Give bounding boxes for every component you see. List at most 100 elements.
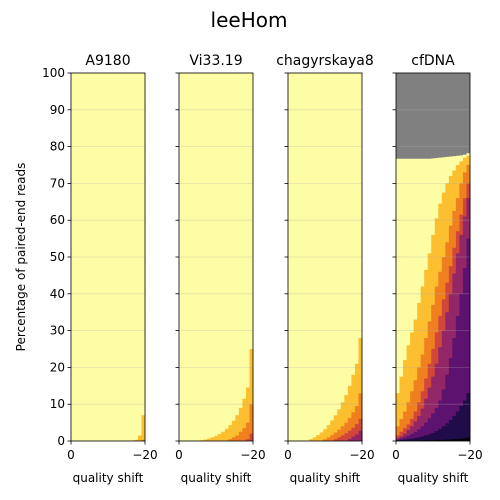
bar-level4 [354, 434, 359, 441]
bar-level4 [438, 347, 443, 441]
bar-level1 [406, 345, 411, 441]
bar-level0 [120, 400, 125, 441]
bar-level4 [434, 363, 439, 441]
bar-level7 [438, 439, 443, 441]
bar-level6 [413, 438, 418, 441]
bar-level7 [452, 439, 457, 441]
bar-level5 [424, 422, 429, 441]
bar-level6 [459, 406, 464, 441]
bar-level3 [358, 418, 363, 441]
bar-level2 [141, 439, 146, 441]
bar-level5 [459, 293, 464, 441]
bar-level2 [249, 404, 254, 441]
bar-level6 [448, 420, 453, 441]
bar-level0 [319, 391, 324, 441]
bar-level3 [354, 424, 359, 441]
bar-level0 [123, 393, 128, 441]
bar-level1 [347, 385, 352, 441]
bar-level5 [420, 426, 425, 441]
bar-level5 [441, 389, 446, 441]
bar-level6 [403, 439, 407, 441]
bar-level2 [228, 439, 233, 441]
bar-level7 [459, 438, 464, 441]
x-axis-label: quality shift [181, 471, 252, 485]
bar-level6 [438, 428, 443, 441]
bar-level0 [316, 398, 321, 441]
bar-level0 [344, 297, 349, 441]
bar-level2 [403, 411, 407, 441]
panel-title: chagyrskaya8 [276, 53, 374, 69]
bar-level1 [330, 420, 335, 441]
bar-level0 [323, 382, 328, 441]
bar-level0 [102, 426, 107, 441]
bar-level2 [358, 393, 363, 441]
bar-level4 [431, 376, 436, 441]
bar-level0 [71, 439, 75, 441]
bar-level5 [431, 413, 436, 441]
bar-level0 [81, 437, 86, 441]
bar-level0 [302, 420, 307, 441]
bar-level2 [231, 437, 236, 441]
y-axis-label: Percentage of paired-end reads [14, 163, 28, 352]
panel-title: A9180 [85, 53, 130, 69]
bar-level2 [399, 418, 404, 441]
bar-level1 [245, 387, 250, 441]
y-tick-label: 60 [50, 213, 65, 227]
bar-level0 [224, 387, 229, 441]
bar-level0 [116, 407, 121, 441]
bar-level3 [337, 437, 342, 441]
bar-level2 [323, 439, 328, 441]
bar-level1 [203, 439, 208, 441]
bar-level4 [347, 438, 352, 441]
bar-level1 [312, 437, 317, 441]
bar-level6 [455, 411, 460, 441]
bar-level0 [182, 438, 187, 441]
bar-level3 [249, 433, 254, 441]
bar-level0 [326, 371, 331, 441]
bar-level0 [291, 429, 296, 441]
bar-level2 [354, 406, 359, 441]
bar-level0 [298, 424, 303, 441]
bar-level6 [434, 431, 439, 441]
bar-level4 [420, 408, 425, 441]
bar-level6 [462, 400, 467, 441]
bar-level5 [410, 434, 415, 441]
bar-level0 [396, 158, 400, 442]
bar-level1 [354, 363, 359, 441]
bar-level1 [403, 360, 407, 441]
bar-level1 [344, 395, 349, 441]
bar-level1 [309, 439, 314, 441]
panel-title: cfDNA [411, 53, 455, 69]
bar-level0 [200, 428, 205, 441]
x-tick-label: −20 [132, 448, 157, 462]
bar-level0 [245, 279, 250, 441]
x-tick-label: −20 [457, 448, 482, 462]
bar-level1 [137, 435, 142, 441]
bar-level6 [452, 415, 457, 441]
bar-level0 [106, 422, 111, 441]
bar-level0 [186, 436, 190, 441]
bar-level0 [340, 315, 345, 441]
y-tick-label: 30 [50, 324, 65, 338]
bar-level1 [319, 432, 324, 441]
bar-level1 [224, 428, 229, 441]
bar-level2 [344, 422, 349, 441]
panel-chagyrskaya8: 0 −20 chagyrskaya8 quality shift [276, 53, 374, 485]
bar-level0 [406, 158, 411, 442]
bar-level4 [413, 421, 418, 441]
bar-level0 [113, 413, 118, 441]
bar-level1 [249, 349, 254, 441]
bar-level2 [347, 417, 352, 441]
panel-A9180: 0 10 20 30 40 50 60 70 80 90 100 0 −20 A9180 quality s… [42, 53, 158, 485]
bar-level0 [85, 436, 90, 441]
x-tick-label: 0 [67, 448, 75, 462]
bar-level7 [466, 438, 471, 441]
bar-level1 [214, 435, 219, 441]
x-tick-label: 0 [175, 448, 183, 462]
x-axis-label: quality shift [73, 471, 144, 485]
x-tick-label: 0 [392, 448, 400, 462]
bar-level6 [420, 436, 425, 441]
bar-level5 [452, 337, 457, 441]
bar-level1 [217, 434, 222, 441]
bar-level0 [417, 158, 422, 442]
